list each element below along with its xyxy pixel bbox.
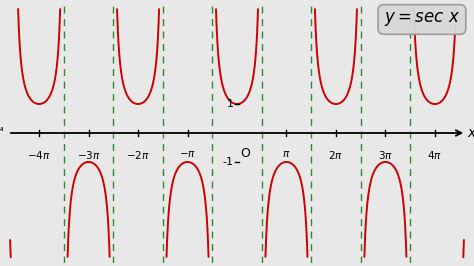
Text: $-3\pi$: $-3\pi$	[77, 149, 100, 161]
Text: x': x'	[0, 126, 5, 140]
Text: O: O	[240, 147, 250, 160]
Text: x: x	[468, 126, 474, 140]
Text: $-\pi$: $-\pi$	[179, 149, 196, 159]
Text: $2\pi$: $2\pi$	[328, 149, 344, 161]
Text: -1: -1	[223, 157, 234, 167]
Text: $-4\pi$: $-4\pi$	[27, 149, 51, 161]
Text: 1: 1	[227, 99, 234, 109]
Text: $y = \mathit{sec}\ x$: $y = \mathit{sec}\ x$	[384, 10, 460, 28]
Text: $\pi$: $\pi$	[283, 149, 291, 159]
Text: $-2\pi$: $-2\pi$	[126, 149, 150, 161]
Text: $4\pi$: $4\pi$	[428, 149, 442, 161]
Text: $3\pi$: $3\pi$	[378, 149, 393, 161]
